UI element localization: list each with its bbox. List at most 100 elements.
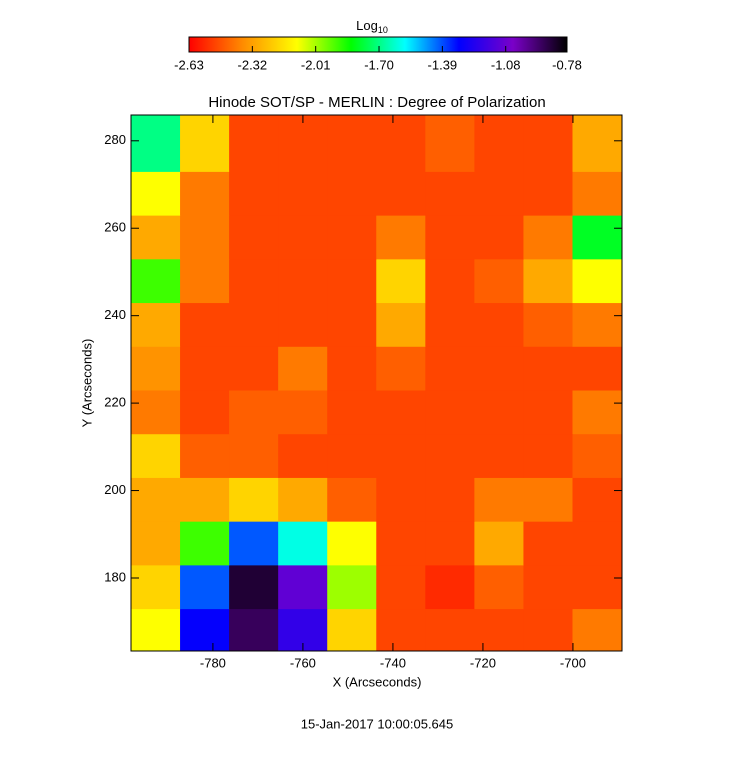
heat-cell [131,258,181,304]
heat-cell [425,346,475,391]
heat-cell [278,564,328,610]
heat-cell [572,346,623,391]
y-axis-label: Y (Arcseconds) [79,339,94,428]
heat-cell [425,433,475,478]
colorbar-label: Log10 [356,18,388,35]
heat-cell [376,389,426,435]
heat-cell [376,215,426,260]
heat-cell [278,258,328,304]
heat-cell [474,477,524,522]
heat-cell [278,115,328,172]
heat-cell [572,115,623,172]
heat-cell [229,171,279,216]
heat-cell [474,302,524,347]
heat-cell [327,115,377,172]
heat-cell [131,521,181,566]
colorbar-label-sub: 10 [378,25,388,35]
heat-cell [572,608,623,652]
x-tick-label: -780 [200,655,226,670]
heat-cell [376,608,426,652]
heat-cell [425,477,475,522]
heat-cell [425,171,475,216]
colorbar-tick-label: -2.01 [301,57,331,72]
heatmap [131,115,623,652]
colorbar-tick-label: -0.78 [552,57,582,72]
heat-cell [229,115,279,172]
heat-cell [572,215,623,260]
heat-cell [474,346,524,391]
heat-cell [278,433,328,478]
heat-cell [376,302,426,347]
heat-cell [523,115,573,172]
heat-cell [425,115,475,172]
heat-cell [376,564,426,610]
colorbar-tick-label: -2.32 [238,57,268,72]
heat-cell [327,346,377,391]
heat-cell [327,433,377,478]
heat-cell [523,521,573,566]
chart-title: Hinode SOT/SP - MERLIN : Degree of Polar… [208,94,545,111]
heat-cell [572,477,623,522]
heat-cell [180,477,230,522]
heat-cell [180,115,230,172]
heat-cell [425,521,475,566]
x-tick-label: -740 [380,655,406,670]
heat-cell [229,521,279,566]
colorbar-label-main: Log [356,18,378,33]
y-tick-label: 260 [104,220,126,235]
heat-cell [278,215,328,260]
heat-cell [523,171,573,216]
heat-cell [229,346,279,391]
heat-cell [425,564,475,610]
heat-cell [180,346,230,391]
heat-cell [131,477,181,522]
y-tick-label: 180 [104,569,126,584]
heat-cell [278,302,328,347]
heat-cell [572,389,623,435]
heat-cell [327,258,377,304]
heat-cell [425,389,475,435]
heat-cell [229,389,279,435]
heat-cell [474,171,524,216]
heat-cell [131,564,181,610]
heat-cell [523,258,573,304]
heat-cell [376,171,426,216]
heat-cell [278,389,328,435]
heat-cell [474,521,524,566]
heat-cell [327,521,377,566]
heat-cell [278,521,328,566]
heat-cell [131,115,181,172]
heat-cell [327,215,377,260]
x-axis-label: X (Arcseconds) [333,674,422,689]
heat-cell [572,564,623,610]
colorbar-tick-label: -1.70 [364,57,394,72]
heat-cell [180,389,230,435]
heat-cell [278,477,328,522]
y-tick-label: 280 [104,132,126,147]
colorbar-tick-label: -2.63 [174,57,204,72]
heat-cell [229,564,279,610]
heat-cell [327,564,377,610]
y-tick-label: 240 [104,307,126,322]
heat-cell [327,171,377,216]
heat-cell [474,433,524,478]
heat-cell [572,171,623,216]
heat-cell [131,389,181,435]
heat-cell [425,608,475,652]
heat-cell [523,215,573,260]
heat-cell [131,433,181,478]
heat-cell [131,608,181,652]
heat-cell [278,346,328,391]
heat-cell [229,433,279,478]
x-tick-label: -720 [470,655,496,670]
heat-cell [180,564,230,610]
colorbar-tick-label: -1.08 [491,57,521,72]
heat-cell [131,171,181,216]
heat-cell [180,521,230,566]
heat-cell [180,433,230,478]
heat-cell [523,564,573,610]
heat-cell [523,302,573,347]
x-tick-label: -760 [290,655,316,670]
heat-cell [425,302,475,347]
heat-cell [474,564,524,610]
